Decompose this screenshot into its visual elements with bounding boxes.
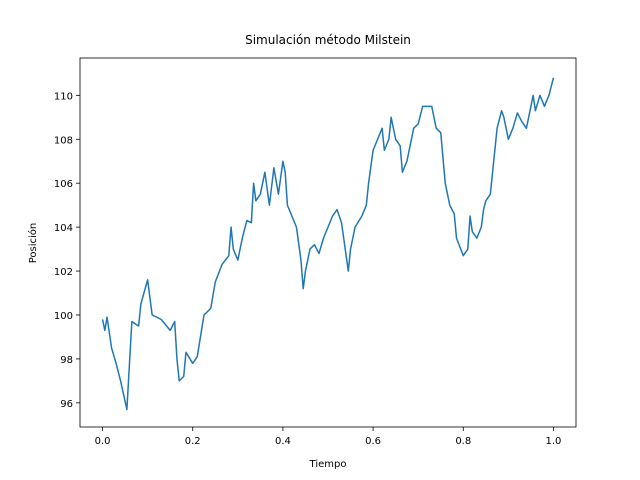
y-tick-label: 108 — [54, 135, 73, 146]
x-tick-label: 1.0 — [546, 436, 562, 447]
y-tick-label: 104 — [54, 223, 73, 234]
y-axis-label: Posición — [27, 223, 39, 264]
y-tick-label: 96 — [60, 399, 73, 410]
y-tick-label: 102 — [54, 267, 73, 278]
x-tick-label: 0.6 — [365, 436, 381, 447]
x-tick-label: 0.8 — [455, 436, 471, 447]
x-axis-label: Tiempo — [309, 459, 347, 470]
chart-title: Simulación método Milstein — [245, 33, 411, 47]
x-tick-label: 0.0 — [95, 436, 111, 447]
y-tick-label: 106 — [54, 179, 73, 190]
axes-frame — [79, 57, 577, 428]
x-tick-label: 0.2 — [185, 436, 201, 447]
y-tick-label: 100 — [54, 311, 73, 322]
x-tick-label: 0.4 — [275, 436, 291, 447]
data-line — [101, 77, 555, 411]
y-tick-label: 110 — [54, 91, 73, 102]
y-tick-label: 98 — [60, 355, 73, 366]
